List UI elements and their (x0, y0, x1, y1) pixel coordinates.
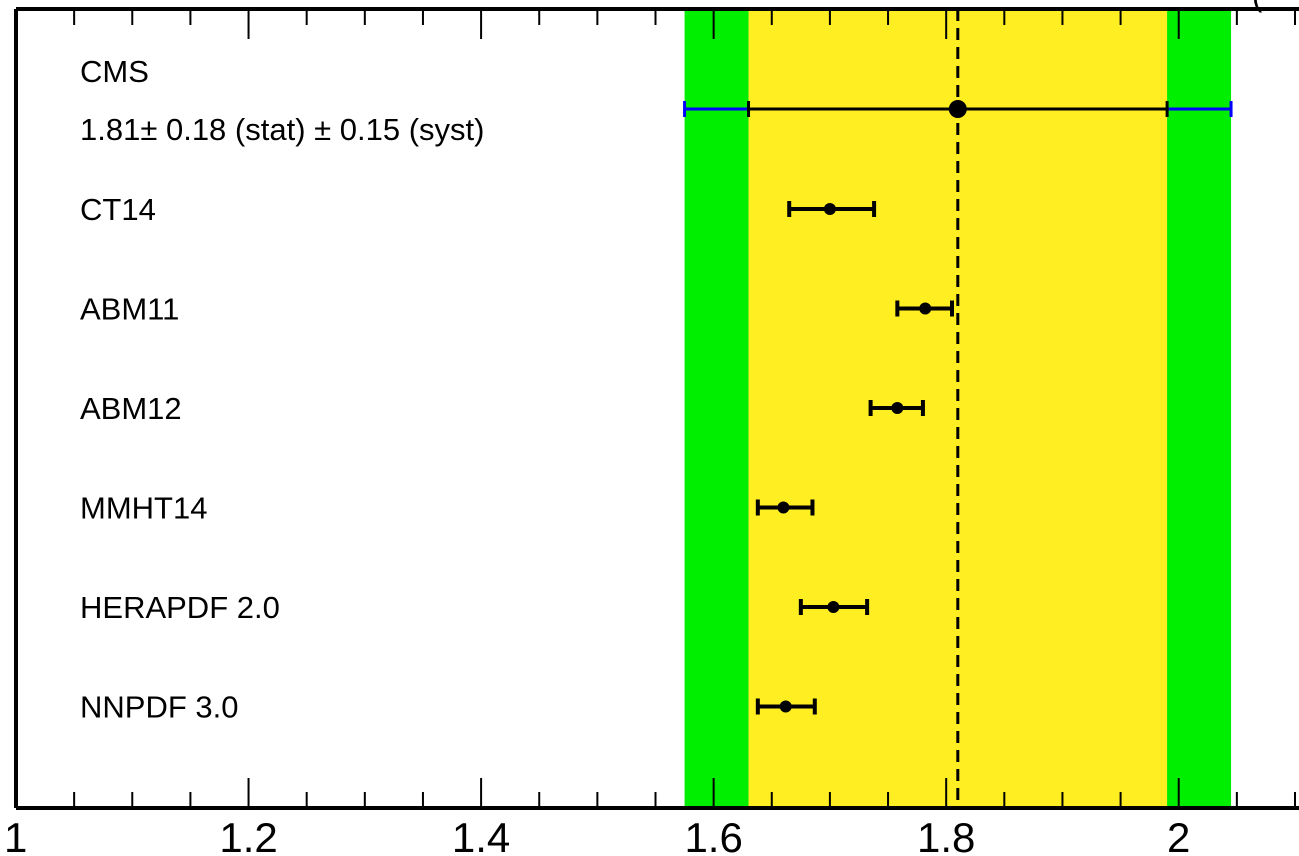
point-marker-4 (827, 601, 840, 613)
x-tick-label-4: 1.8 (917, 814, 975, 856)
x-tick-label-2: 1.4 (452, 814, 510, 856)
x-tick-label-5: 2 (1167, 814, 1190, 856)
cms-result-label: 1.81± 0.18 (stat) ± 0.15 (syst) (80, 112, 484, 147)
x-tick-label-1: 1.2 (219, 814, 277, 856)
cms-label: CMS (80, 54, 149, 89)
x-tick-label-0: 1 (4, 814, 27, 856)
point-marker-0 (823, 203, 836, 215)
x-tick-label-3: 1.6 (684, 814, 742, 856)
row-label-2: ABM12 (80, 391, 182, 426)
x-axis: 1 1.2 1.4 1.6 1.8 2 (4, 9, 1296, 856)
row-label-3: MMHT14 (80, 491, 207, 526)
clipped-header-text: ( (1252, 0, 1263, 13)
point-marker-3 (777, 501, 790, 514)
frame-layer (14, 7, 1299, 810)
labels-layer: CMS 1.81± 0.18 (stat) ± 0.15 (syst) CT14… (80, 54, 484, 725)
row-label-5: NNPDF 3.0 (80, 690, 238, 725)
row-label-4: HERAPDF 2.0 (80, 590, 280, 625)
cms-marker (948, 100, 967, 118)
points-layer (683, 100, 1233, 715)
row-label-0: CT14 (80, 192, 156, 227)
point-marker-1 (919, 302, 932, 315)
point-marker-5 (779, 700, 792, 713)
point-marker-2 (891, 402, 904, 414)
row-label-1: ABM11 (80, 292, 179, 327)
